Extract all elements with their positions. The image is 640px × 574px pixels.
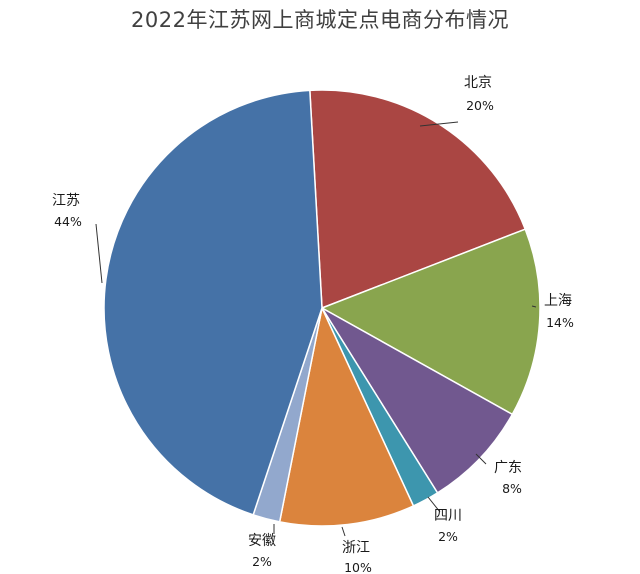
slice-label-percent: 14%	[546, 315, 574, 330]
leader-line	[531, 305, 537, 308]
slice-label-name: 安徽	[248, 533, 276, 549]
pie-slice	[278, 305, 415, 527]
pie-slices	[103, 89, 541, 527]
leader-line	[95, 223, 103, 284]
slice-label-name: 四川	[434, 508, 462, 524]
pie-slice	[320, 228, 541, 416]
leader-line	[341, 526, 346, 537]
slice-label-percent: 20%	[466, 98, 494, 113]
slice-label-percent: 8%	[502, 481, 522, 496]
slice-label-name: 浙江	[342, 540, 370, 556]
slice-label-name: 北京	[464, 75, 492, 91]
slice-label-name: 上海	[544, 293, 572, 309]
chart-title: 2022年江苏网上商城定点电商分布情况	[131, 8, 509, 32]
slice-label-name: 广东	[494, 460, 522, 476]
slice-label-name: 江苏	[52, 193, 80, 209]
slice-label-percent: 10%	[344, 560, 372, 574]
leader-line	[419, 121, 459, 127]
pie-slice	[103, 89, 323, 516]
slice-label-percent: 44%	[54, 214, 82, 229]
leader-line	[427, 496, 441, 513]
slice-labels: 北京 20% 上海 14% 广东 8% 四川 2% 浙江 10% 安徽 2% 江苏 44%	[52, 75, 574, 574]
slice-label-percent: 2%	[438, 529, 458, 544]
leader-lines	[95, 121, 537, 537]
leader-line	[475, 453, 487, 465]
pie-slice	[309, 89, 527, 310]
slice-label-percent: 2%	[252, 554, 272, 569]
